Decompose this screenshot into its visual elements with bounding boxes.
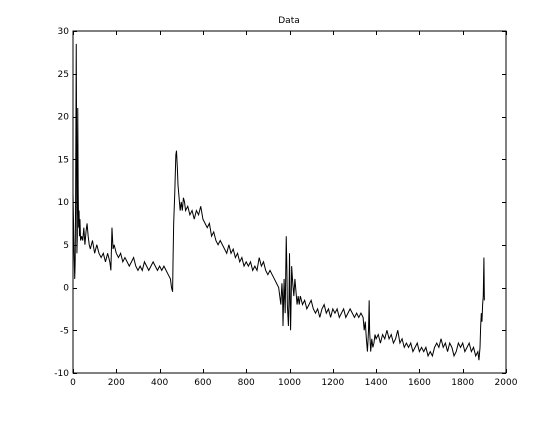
- y-tick-label: 5: [63, 241, 69, 251]
- x-tick-label: 800: [238, 378, 255, 388]
- x-tick-label: 600: [194, 378, 211, 388]
- x-tick-label: 200: [108, 378, 125, 388]
- data-series-line: [73, 43, 485, 361]
- x-tick-label: 1400: [365, 378, 388, 388]
- x-tick-label: 400: [151, 378, 168, 388]
- y-tick-label: 20: [58, 113, 70, 123]
- x-tick-label: 1000: [278, 378, 301, 388]
- y-tick-label: 15: [58, 155, 69, 165]
- axis-ticks: [73, 31, 507, 374]
- axis-tick-labels: 0 200 400 600 800 1000 1200 1400 1600 1800 2000-10…: [54, 27, 517, 388]
- x-tick-label: 1800: [451, 378, 474, 388]
- y-tick-label: 25: [58, 70, 69, 80]
- x-tick-label: 1200: [321, 378, 344, 388]
- chart-title: Data: [278, 16, 300, 26]
- y-tick-label: -10: [54, 369, 69, 379]
- y-tick-label: 10: [58, 198, 70, 208]
- x-tick-label: 0: [70, 378, 76, 388]
- y-tick-label: 30: [58, 27, 70, 37]
- x-tick-label: 1600: [408, 378, 431, 388]
- y-tick-label: 0: [63, 284, 69, 294]
- y-tick-label: -5: [60, 326, 69, 336]
- axes-box: [72, 30, 507, 374]
- x-tick-label: 2000: [495, 378, 518, 388]
